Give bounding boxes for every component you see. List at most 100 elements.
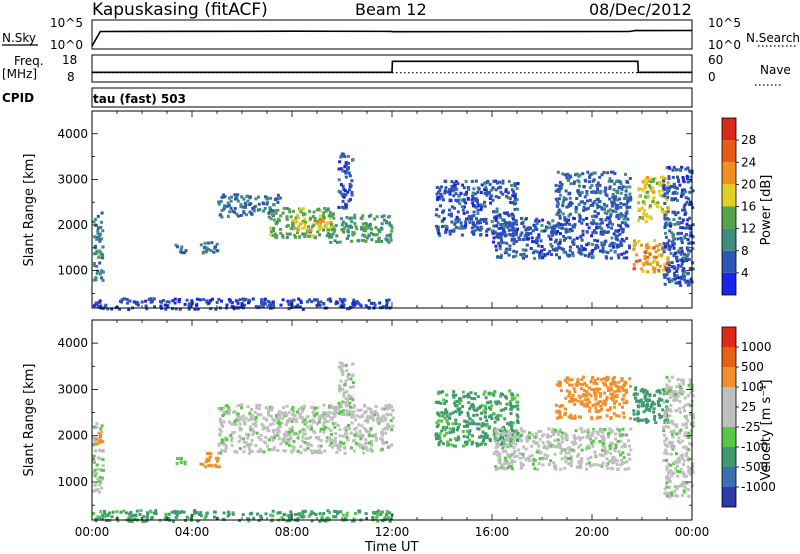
- power-colorbar-segment: [722, 162, 736, 185]
- velocity-colorbar-tick: -500: [741, 460, 768, 474]
- velocity-colorbar-segment: [722, 347, 736, 367]
- date-label: 08/Dec/2012: [589, 0, 692, 19]
- velocity-panel: 1000 2000 3000 4000 Slant Range [km] 1000 50…: [22, 319, 776, 523]
- time-tick-label: 00:00: [75, 525, 110, 539]
- nsearch-tick-top: 10^5: [708, 16, 741, 30]
- velocity-colorbar-tick: 1000: [741, 340, 772, 354]
- freq-tick-top: 18: [62, 53, 77, 67]
- power-echo-region: [554, 170, 633, 219]
- velocity-colorbar-segment: [722, 367, 736, 387]
- velocity-colorbar-label: Velocity [m s⁻¹]: [759, 380, 774, 481]
- velocity-colorbar-tick: 500: [741, 360, 764, 374]
- power-colorbar-segment: [722, 184, 736, 207]
- velocity-ylabel: Slant Range [km]: [22, 364, 37, 477]
- power-colorbar-tick: 28: [741, 133, 756, 147]
- velocity-colorbar-segment: [722, 387, 736, 407]
- power-colorbar-tick: 4: [741, 266, 749, 280]
- velocity-colorbar-segment: [722, 407, 736, 427]
- power-colorbar-segment: [722, 272, 736, 295]
- power-colorbar-segment: [722, 206, 736, 229]
- noise-panel: N.Sky 10^5 10^0 N.Search 10^5 10^0: [2, 16, 800, 52]
- velocity-echo-region: [199, 452, 221, 469]
- time-tick-label: 16:00: [475, 525, 510, 539]
- power-colorbar-tick: 12: [741, 222, 756, 236]
- velocity-colorbar-tick: 100: [741, 380, 764, 394]
- power-echo-region: [327, 213, 394, 244]
- freq-label: Freq.: [14, 54, 44, 68]
- noise-panel-frame: [91, 19, 693, 50]
- velocity-colorbar-segment: [722, 447, 736, 467]
- power-ytick-label: 2000: [57, 218, 88, 232]
- time-tick-label: 12:00: [375, 525, 410, 539]
- velocity-colorbar-segment: [722, 467, 736, 487]
- nave-tick-bottom: 0: [708, 70, 716, 84]
- power-colorbar-tick: 8: [741, 244, 749, 258]
- power-echo-region: [662, 165, 695, 287]
- power-ylabel: Slant Range [km]: [22, 154, 37, 267]
- power-echo-region: [632, 239, 670, 274]
- time-tick-label: 04:00: [175, 525, 210, 539]
- power-echo-region: [293, 218, 334, 233]
- x-axis-label: Time UT: [364, 540, 418, 554]
- cpid-label: CPID: [2, 91, 34, 105]
- velocity-echo-region: [662, 375, 695, 499]
- velocity-echo-region: [554, 375, 633, 421]
- freq-tick-bottom: 8: [67, 70, 75, 84]
- cpid-text: tau (fast) 503: [93, 92, 186, 106]
- velocity-echo-region: [492, 427, 633, 472]
- velocity-echo-region: [94, 431, 105, 446]
- nsearch-label: N.Search: [746, 31, 800, 45]
- power-echo-region: [92, 211, 105, 282]
- velocity-colorbar-segment: [722, 427, 736, 447]
- power-echo-region: [174, 243, 188, 255]
- nave-tick-top: 60: [708, 53, 723, 67]
- power-echo-region: [199, 241, 220, 255]
- power-echo-region: [337, 152, 355, 210]
- power-echo-region: [92, 297, 392, 311]
- nsky-tick-bottom: 10^0: [50, 38, 83, 52]
- freq-series-line: [92, 60, 692, 74]
- power-echo-region: [492, 216, 631, 260]
- power-echo-region: [434, 179, 520, 237]
- nsearch-tick-bottom: 10^0: [708, 38, 741, 52]
- velocity-echo-region: [217, 403, 395, 455]
- velocity-ytick-label: 3000: [57, 382, 88, 396]
- power-echo-region: [97, 249, 103, 259]
- velocity-echo-region: [434, 389, 520, 448]
- freq-panel-frame: [91, 54, 693, 83]
- power-ytick-label: 1000: [57, 264, 88, 278]
- power-colorbar-tick: 24: [741, 155, 756, 169]
- velocity-colorbar-tick: -100: [741, 440, 768, 454]
- nsky-series-line: [91, 29, 693, 47]
- nsky-tick-top: 10^5: [50, 16, 83, 30]
- power-colorbar-label: Power [dB]: [759, 175, 774, 246]
- time-tick-label: 00:00: [675, 525, 710, 539]
- freq-panel: Freq. [MHz] 18 8 Nave 60 0: [2, 53, 791, 86]
- velocity-ytick-label: 1000: [57, 475, 88, 489]
- power-colorbar-tick: 20: [741, 177, 756, 191]
- power-ytick-label: 3000: [57, 172, 88, 186]
- velocity-colorbar-segment: [722, 327, 736, 347]
- power-colorbar-segment: [722, 140, 736, 163]
- nave-label: Nave: [760, 63, 791, 77]
- velocity-echo-region: [337, 361, 355, 419]
- velocity-colorbar-tick: -1000: [741, 480, 776, 494]
- power-colorbar-tick: 16: [741, 200, 756, 214]
- power-colorbar-segment: [722, 228, 736, 251]
- freq-unit: [MHz]: [2, 67, 37, 81]
- time-tick-label: 20:00: [575, 525, 610, 539]
- velocity-echo-region: [92, 509, 394, 523]
- velocity-echo-region: [632, 386, 670, 425]
- beam-label: Beam 12: [355, 0, 427, 19]
- velocity-colorbar-segment: [722, 487, 736, 507]
- velocity-colorbar-tick: 25: [741, 400, 756, 414]
- power-ytick-label: 4000: [57, 127, 88, 141]
- station-title: Kapuskasing (fitACF): [92, 0, 268, 20]
- time-tick-label: 08:00: [275, 525, 310, 539]
- velocity-echo-region: [175, 456, 187, 466]
- power-colorbar-segment: [722, 118, 736, 141]
- velocity-colorbar-tick: -25: [741, 420, 761, 434]
- power-echo-region: [217, 193, 282, 219]
- velocity-ytick-label: 4000: [57, 336, 88, 350]
